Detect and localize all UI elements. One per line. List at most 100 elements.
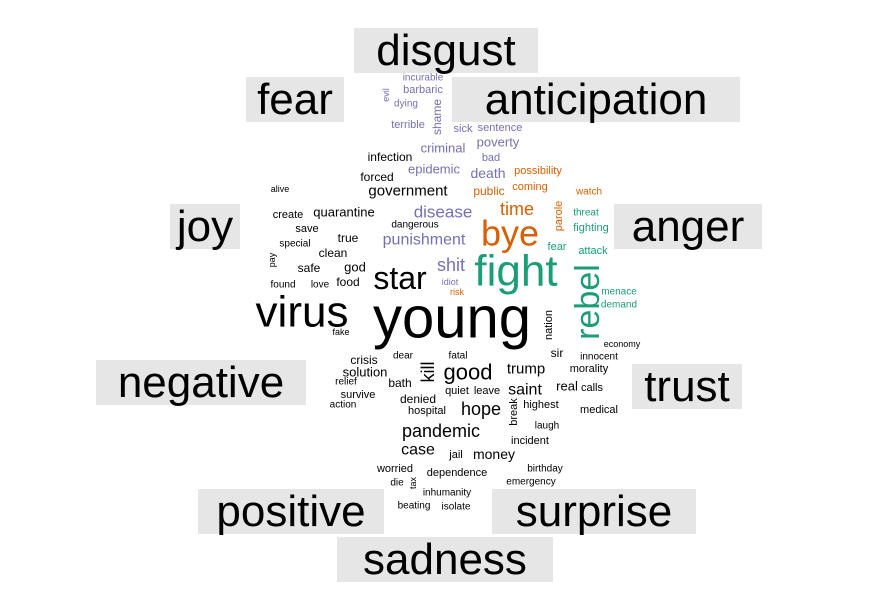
category-label-sadness: sadness	[363, 535, 527, 584]
word-solution: solution	[343, 365, 388, 380]
word-threat: threat	[573, 208, 599, 219]
word-die: die	[390, 478, 404, 489]
word-beating: beating	[398, 501, 431, 512]
word-dangerous: dangerous	[391, 220, 438, 231]
word-fear: fear	[548, 241, 567, 253]
word-parole: parole	[553, 201, 565, 232]
category-anticipation: anticipation	[452, 75, 740, 124]
word-star: star	[373, 260, 427, 296]
word-inhumanity: inhumanity	[423, 488, 471, 499]
word-tax: tax	[408, 477, 418, 490]
word-crisis: crisis	[350, 353, 377, 367]
word-menace: menace	[601, 287, 637, 298]
word-poverty: poverty	[477, 135, 520, 150]
word-special: special	[279, 239, 310, 250]
word-worried: worried	[376, 463, 413, 475]
word-laugh: laugh	[535, 421, 559, 432]
category-box-trust	[632, 364, 742, 409]
word-leave: leave	[474, 385, 500, 397]
word-demand: demand	[601, 300, 637, 311]
word-safe: safe	[298, 261, 321, 275]
word-idiot: idiot	[442, 277, 459, 287]
word-highest: highest	[523, 399, 558, 411]
word-true: true	[338, 231, 359, 245]
word-denied: denied	[400, 392, 436, 406]
word-found: found	[270, 280, 295, 291]
category-positive: positive	[198, 487, 384, 536]
category-label-trust: trust	[644, 362, 730, 411]
word-love: love	[311, 280, 330, 291]
word-shame: shame	[430, 99, 444, 135]
category-label-joy: joy	[175, 202, 233, 251]
word-quiet: quiet	[445, 385, 469, 397]
word-economy: economy	[604, 339, 641, 349]
word-rebel: rebel	[569, 264, 607, 340]
category-label-fear: fear	[257, 75, 333, 124]
word-risk: risk	[450, 287, 464, 297]
word-hospital: hospital	[408, 405, 446, 417]
word-disease: disease	[414, 203, 473, 222]
category-box-fear	[246, 77, 344, 122]
word-hope: hope	[461, 399, 501, 419]
word-birthday: birthday	[527, 464, 563, 475]
word-case: case	[401, 442, 435, 459]
category-label-anger: anger	[632, 202, 745, 251]
word-food: food	[336, 275, 359, 289]
word-isolate: isolate	[442, 502, 471, 513]
category-box-anger	[614, 204, 762, 249]
word-dependence: dependence	[427, 467, 488, 479]
word-coming: coming	[512, 181, 547, 193]
word-good: good	[444, 360, 493, 385]
word-relief: relief	[335, 377, 357, 388]
category-box-disgust	[354, 28, 538, 73]
word-fight: fight	[474, 247, 557, 296]
word-nation: nation	[543, 310, 555, 340]
word-money: money	[473, 446, 515, 462]
word-public: public	[473, 184, 504, 198]
word-fake: fake	[332, 327, 349, 337]
word-clean: clean	[319, 246, 348, 260]
category-label-anticipation: anticipation	[485, 75, 708, 124]
word-trump: trump	[507, 361, 545, 378]
word-pandemic: pandemic	[402, 421, 480, 441]
category-disgust: disgust	[354, 26, 538, 75]
word-infection: infection	[368, 150, 413, 164]
category-negative: negative	[96, 358, 306, 407]
category-box-anticipation	[452, 77, 740, 122]
word-fatal: fatal	[449, 351, 468, 362]
word-incurable: incurable	[403, 73, 444, 84]
word-evil: evil	[381, 88, 391, 102]
word-alive: alive	[271, 184, 290, 194]
category-label-disgust: disgust	[376, 26, 515, 75]
category-sadness: sadness	[337, 535, 553, 584]
word-morality: morality	[570, 363, 609, 375]
category-joy: joy	[170, 202, 240, 251]
word-innocent: innocent	[580, 352, 618, 363]
word-bad: bad	[482, 152, 500, 164]
word-break: break	[508, 398, 520, 426]
word-survive: survive	[341, 389, 376, 401]
category-label-negative: negative	[118, 358, 284, 407]
word-god: god	[344, 260, 366, 275]
word-medical: medical	[580, 404, 618, 416]
category-trust: trust	[632, 362, 742, 411]
word-shit: shit	[437, 255, 465, 275]
word-bath: bath	[388, 376, 411, 390]
word-forced: forced	[360, 170, 393, 184]
word-sir: sir	[551, 346, 564, 360]
word-virus: virus	[256, 288, 349, 337]
word-watch: watch	[575, 187, 602, 198]
word-real: real	[556, 379, 578, 394]
word-save: save	[295, 223, 318, 235]
word-punishment: punishment	[383, 232, 466, 249]
word-epidemic: epidemic	[408, 162, 461, 177]
word-incident: incident	[511, 435, 549, 447]
word-possibility: possibility	[514, 165, 562, 177]
word-death: death	[470, 165, 505, 181]
word-young: young	[373, 286, 531, 351]
word-create: create	[273, 209, 304, 221]
word-time: time	[500, 199, 534, 219]
word-quarantine: quarantine	[313, 205, 374, 220]
word-barbaric: barbaric	[403, 84, 443, 96]
